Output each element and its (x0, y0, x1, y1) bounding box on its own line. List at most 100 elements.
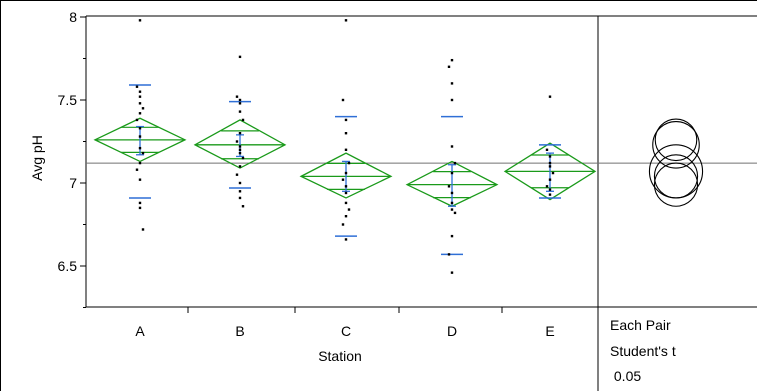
data-point (238, 151, 242, 155)
data-point (138, 178, 142, 181)
comparison-circle (648, 144, 704, 199)
data-point (341, 223, 345, 226)
y-axis: 6.5 7 7.5 8 (58, 9, 86, 308)
data-point (341, 98, 345, 102)
group-C (299, 115, 393, 237)
y-tick-label: 6.5 (58, 258, 78, 274)
data-point (138, 90, 142, 93)
x-tick-label: D (447, 323, 457, 339)
data-point (238, 55, 242, 59)
data-point (241, 156, 245, 160)
data-point (548, 165, 552, 168)
group-B (193, 100, 287, 189)
data-point (344, 171, 348, 175)
data-point (235, 95, 239, 98)
data-point (238, 165, 242, 168)
data-point (238, 145, 242, 148)
comparison-circle (653, 162, 699, 207)
data-point (344, 132, 348, 135)
groups-layer (93, 84, 597, 256)
data-point (241, 205, 245, 208)
data-point (238, 148, 242, 151)
data-point (347, 208, 351, 211)
y-axis-label: Avg pH (29, 135, 45, 181)
data-point (347, 161, 351, 165)
data-point (548, 95, 552, 98)
data-point (450, 234, 454, 238)
data-point (450, 191, 454, 195)
data-point (344, 201, 348, 205)
y-tick-label: 7.5 (58, 92, 78, 108)
data-point (141, 107, 145, 110)
data-point (548, 193, 552, 196)
data-point (138, 112, 142, 115)
data-point (450, 145, 454, 148)
data-point (450, 82, 454, 85)
data-point (135, 118, 139, 122)
data-point (138, 95, 142, 98)
points-layer (135, 19, 555, 274)
data-point (450, 98, 454, 102)
data-point (450, 201, 454, 205)
data-point (138, 201, 142, 205)
comparison-circle (653, 154, 699, 199)
comparison-label-test: Student's t (610, 343, 676, 359)
comparison-circle (652, 121, 700, 169)
data-point (545, 148, 549, 151)
data-point (344, 148, 348, 151)
data-point (450, 208, 454, 211)
data-point (138, 102, 142, 105)
data-point (450, 171, 454, 175)
group-A (93, 84, 187, 199)
data-point (138, 206, 142, 210)
comparison-label-method: Each Pair (610, 317, 671, 333)
data-point (238, 98, 242, 102)
data-point (238, 190, 242, 193)
data-point (138, 146, 142, 150)
x-tick-label: B (235, 323, 244, 339)
x-tick-label: A (135, 323, 145, 339)
data-point (447, 185, 451, 188)
x-tick-label: C (341, 323, 351, 339)
data-point (447, 65, 451, 68)
data-point (341, 178, 345, 181)
y-tick-label: 8 (69, 9, 77, 25)
data-point (453, 161, 457, 165)
data-point (548, 178, 552, 181)
data-point (344, 191, 348, 195)
group-E (503, 142, 597, 201)
data-point (344, 238, 348, 241)
data-point (235, 140, 239, 143)
data-point (548, 161, 552, 165)
data-point (238, 196, 242, 200)
data-point (548, 155, 552, 158)
x-axis: A B C D E (135, 307, 555, 339)
data-point (141, 151, 145, 155)
x-axis-label: Station (318, 348, 362, 364)
group-D (405, 115, 499, 256)
data-point (135, 85, 139, 88)
data-point (344, 215, 348, 218)
data-point (551, 171, 555, 175)
x-tick-label: E (545, 323, 554, 339)
data-point (238, 102, 242, 105)
data-point (238, 132, 242, 135)
y-tick-label: 7 (69, 175, 77, 191)
data-point (138, 127, 142, 130)
data-point (548, 188, 552, 191)
data-point (450, 58, 454, 62)
data-point (344, 118, 348, 122)
data-point (238, 181, 242, 185)
comparison-label-alpha: 0.05 (610, 368, 641, 384)
data-point (453, 211, 457, 215)
data-point (344, 19, 348, 22)
comparison-circles (648, 118, 704, 207)
data-point (141, 228, 145, 231)
data-point (138, 19, 142, 22)
data-point (138, 161, 142, 165)
data-point (241, 118, 245, 122)
comparison-circle (654, 118, 698, 162)
data-point (447, 253, 451, 256)
